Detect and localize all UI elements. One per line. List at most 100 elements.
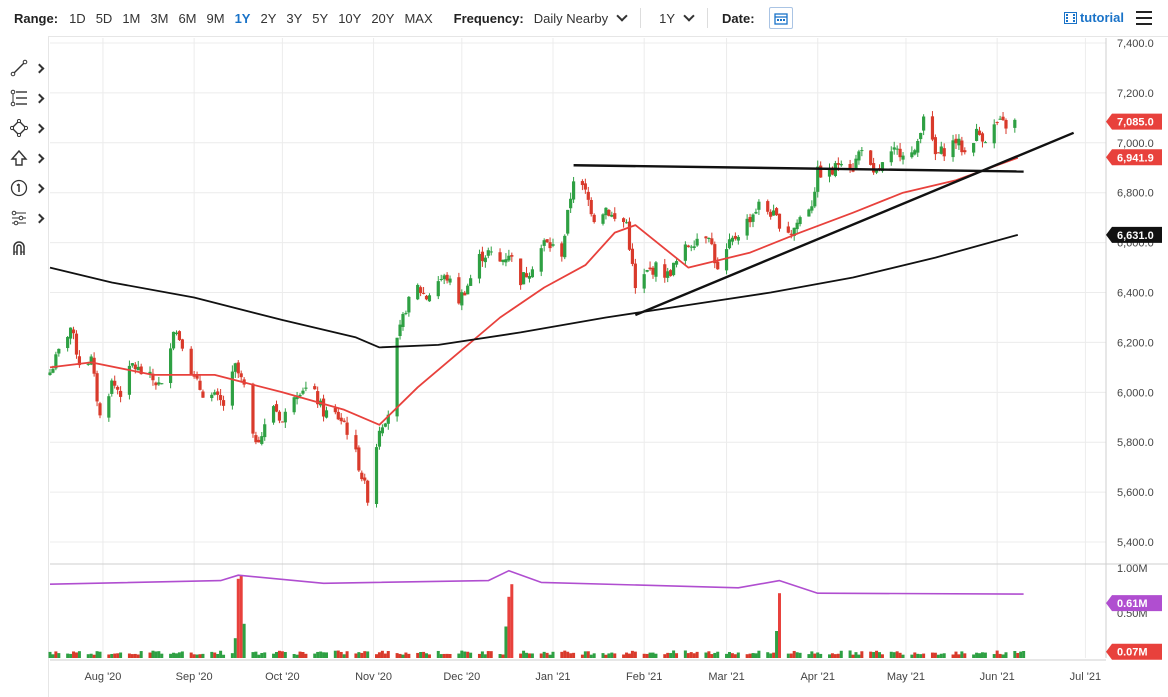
volume-bar [277,650,281,658]
candle-body [260,436,264,444]
range-1y[interactable]: 1Y [234,10,251,26]
candle-body [57,348,61,354]
volume-bar [130,654,134,658]
candle-body [545,239,549,243]
range-9m[interactable]: 9M [206,10,225,26]
tool-shape[interactable] [10,116,45,140]
volume-bar [375,654,379,658]
candle-body [316,391,320,405]
price-tag-label: 6,631.0 [1117,230,1154,242]
price-tag: 6,631.0 [1106,226,1162,243]
drawing-toolbar [0,36,49,697]
candle-body [983,142,987,144]
volume-bar [998,653,1002,658]
line-draw-icon [10,59,28,77]
candle-body [774,208,779,216]
tool-pattern[interactable] [10,206,45,230]
tool-arrow[interactable] [10,146,45,170]
range-10y[interactable]: 10Y [338,10,362,26]
calendar-icon[interactable] [768,7,793,29]
volume-bar [733,654,737,658]
volume-bar [933,652,937,658]
volume-bar [460,650,464,658]
period-select[interactable]: 1Y [659,10,695,26]
candle-body [254,435,258,443]
candle-body [663,264,667,278]
volume-bar [592,653,596,658]
candle-body [107,396,111,418]
volume-bar [319,651,323,658]
tool-magnet[interactable] [10,236,44,260]
volume-bar [198,654,202,658]
tool-number[interactable] [10,176,45,200]
hamburger-menu-icon[interactable] [1136,11,1152,25]
volume-bar [119,652,123,658]
volume-bar [501,654,505,658]
range-3y[interactable]: 3Y [286,10,303,26]
frequency-select[interactable]: Daily Nearby [534,10,628,26]
tool-fib[interactable] [10,86,45,110]
volume-bar [169,653,173,658]
volume-bar [219,650,223,658]
candle-body [730,237,735,242]
volume-bar [98,651,102,658]
volume-bar [669,653,673,658]
volume-bar [233,638,237,658]
volume-bar [730,653,734,658]
volume-bar [92,654,96,658]
range-20y[interactable]: 20Y [371,10,395,26]
volume-bar [51,654,55,658]
volume-bar [695,651,699,658]
date-label: Date: [722,10,755,26]
candle-body [766,201,770,212]
candle-body [566,209,570,234]
candle-body [607,209,611,216]
volume-bar [710,654,714,658]
tool-line[interactable] [10,56,45,80]
range-5d[interactable]: 5D [95,10,113,26]
volume-bar [363,651,367,658]
magnet-icon [13,241,25,255]
x-tick-label: Jan '21 [535,671,570,683]
x-tick-label: Jul '21 [1070,671,1101,683]
candle-body [448,278,452,283]
range-1m[interactable]: 1M [122,10,141,26]
number-annotation-icon [10,179,28,197]
range-buttons: 1D 5D 1M 3M 6M 9M 1Y 2Y 3Y 5Y 10Y 20Y MAX [64,11,438,26]
candle-body [198,380,202,390]
volume-bar [992,654,996,658]
candle-body [954,138,958,144]
price-tag-label: 0.07M [1117,647,1148,659]
volume-bar [133,653,137,658]
volume-bar [313,653,317,658]
volume-bar [563,650,567,658]
candle-body [407,296,411,313]
volume-bar [336,650,340,658]
candle-body [972,142,976,153]
candle-body [507,255,511,261]
range-3m[interactable]: 3M [150,10,169,26]
range-5y[interactable]: 5Y [312,10,329,26]
candle-body [621,218,626,223]
candle-body [424,295,429,300]
volume-bar [201,653,205,658]
volume-bar [736,652,740,658]
tutorial-link[interactable]: tutorial [1063,10,1124,25]
candle-body [213,392,217,395]
candle-body [827,167,832,177]
range-max[interactable]: MAX [404,10,433,26]
candle-body [571,181,576,200]
candle-body [233,363,237,372]
candle-body [427,295,432,302]
candle-body [563,235,567,258]
x-tick-label: Jun '21 [980,671,1015,683]
range-1d[interactable]: 1D [69,10,86,26]
candle-body [857,151,861,161]
volume-bar [380,650,384,658]
x-tick-label: Apr '21 [800,671,835,683]
candle-body [551,244,555,246]
range-6m[interactable]: 6M [178,10,197,26]
range-2y[interactable]: 2Y [260,10,277,26]
volume-bar [727,651,731,658]
